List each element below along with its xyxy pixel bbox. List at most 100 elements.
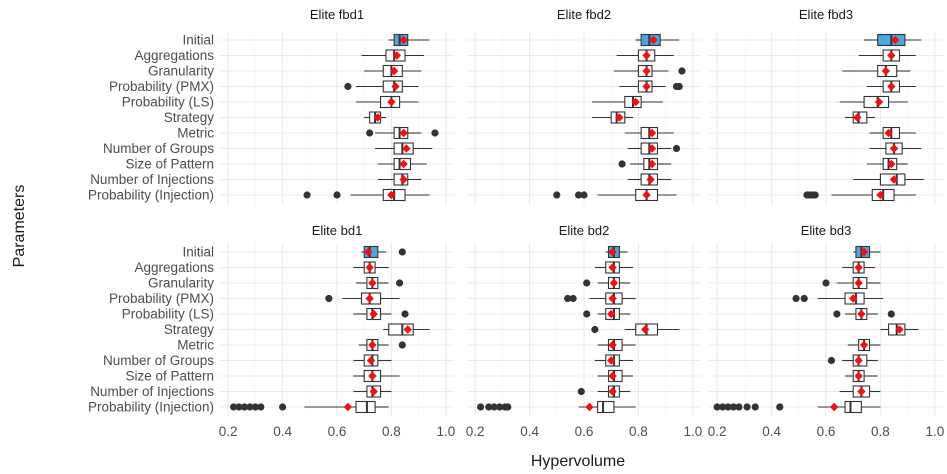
box-granularity xyxy=(842,64,911,78)
box-granularity xyxy=(356,276,404,290)
outlier-point xyxy=(496,403,504,411)
box-probability-injection xyxy=(713,400,881,414)
outlier-point xyxy=(827,356,836,365)
outlier-point xyxy=(583,279,591,287)
y-tick-label: Granularity xyxy=(148,276,214,291)
box-metric xyxy=(869,126,916,140)
outlier-point xyxy=(395,279,404,287)
outlier-point xyxy=(251,403,259,411)
y-tick-label: Granularity xyxy=(148,64,214,79)
mean-marker xyxy=(887,82,896,91)
x-tick-label: 1.0 xyxy=(925,424,944,439)
box-probability-injection xyxy=(803,188,916,202)
x-tick-label: 0.2 xyxy=(219,424,238,439)
box-probability-pmx xyxy=(619,80,683,93)
x-tick-label: 0.4 xyxy=(273,424,292,439)
y-tick-label: Probability (Injection) xyxy=(88,400,214,415)
box-aggregations xyxy=(616,49,674,62)
outlier-point xyxy=(333,191,341,199)
y-tick-label: Aggregations xyxy=(134,48,214,63)
box-probability-injection xyxy=(477,400,636,414)
panel-6: Elite bd3 xyxy=(709,223,943,417)
box-granularity xyxy=(613,64,686,78)
outlier-point xyxy=(278,403,287,411)
box-aggregations xyxy=(353,261,389,274)
mean-marker xyxy=(368,340,377,350)
y-tick-label: Aggregations xyxy=(134,260,214,275)
outlier-point xyxy=(591,325,599,334)
outlier-point xyxy=(735,403,743,411)
box-aggregations xyxy=(594,261,633,274)
box-probability-injection xyxy=(230,400,389,414)
mean-marker xyxy=(642,190,651,200)
box-number-of-injections xyxy=(377,173,422,186)
mean-marker xyxy=(647,128,657,138)
mean-marker xyxy=(608,294,617,303)
mean-marker xyxy=(403,325,412,334)
mean-marker xyxy=(854,356,863,365)
box-strategy xyxy=(364,111,386,124)
outlier-point xyxy=(246,403,254,411)
mean-marker xyxy=(829,402,839,412)
outlier-point xyxy=(504,403,512,411)
box-probability-pmx xyxy=(866,80,916,93)
x-tick-label: 0.8 xyxy=(871,424,890,439)
x-tick-label: 0.2 xyxy=(466,424,485,439)
mean-marker xyxy=(854,278,863,288)
outlier-point xyxy=(583,310,591,318)
box-probability-ls xyxy=(833,307,895,321)
box-size-of-pattern xyxy=(353,369,400,383)
mean-marker xyxy=(881,66,891,76)
outlier-point xyxy=(431,129,439,137)
x-tick-label: 0.4 xyxy=(762,424,781,439)
box-metric xyxy=(366,126,439,140)
mean-marker xyxy=(876,190,885,200)
mean-marker xyxy=(608,263,617,272)
box-number-of-groups xyxy=(594,354,633,367)
box-metric xyxy=(597,338,636,352)
mean-marker xyxy=(608,340,617,350)
box-number-of-injections xyxy=(853,173,924,186)
y-tick-label: Probability (Injection) xyxy=(88,188,214,203)
box-initial xyxy=(853,245,881,259)
mean-marker xyxy=(642,51,651,60)
box-probability-pmx xyxy=(325,292,400,305)
box-aggregations xyxy=(361,49,425,62)
box-initial xyxy=(864,33,922,47)
mean-marker xyxy=(889,175,899,184)
mean-marker xyxy=(646,175,655,184)
y-tick-label: Size of Pattern xyxy=(125,157,214,172)
y-tick-label: Metric xyxy=(177,126,214,141)
box-iqr xyxy=(388,323,414,336)
outlier-point xyxy=(713,403,721,411)
box-probability-injection xyxy=(553,188,677,202)
outlier-point xyxy=(887,310,895,318)
box-number-of-groups xyxy=(869,142,922,155)
mean-marker xyxy=(389,66,399,76)
outlier-point xyxy=(743,403,751,411)
y-tick-label: Number of Groups xyxy=(103,353,214,368)
mean-marker xyxy=(387,190,396,200)
mean-marker xyxy=(857,309,866,319)
outlier-point xyxy=(303,191,311,199)
panel-title: Elite fbd2 xyxy=(557,7,611,22)
mean-marker xyxy=(364,247,373,257)
x-tick-labels: 0.2 0.4 0.6 0.8 1.0 0.2 0.4 0.6 0.8 1.0 0.2 0.4 0.6 0… xyxy=(219,424,944,439)
panel-title: Elite fbd1 xyxy=(310,7,364,22)
panel-title: Elite bd3 xyxy=(801,223,852,238)
outlier-point xyxy=(751,403,759,411)
y-tick-label: Metric xyxy=(177,338,214,353)
box-size-of-pattern xyxy=(377,157,427,171)
x-tick-label: 0.6 xyxy=(328,424,347,439)
box-probability-ls xyxy=(356,95,419,109)
mean-marker xyxy=(373,113,383,122)
outlier-point xyxy=(618,160,626,168)
outlier-point xyxy=(401,310,409,318)
outlier-point xyxy=(490,403,498,411)
box-strategy xyxy=(845,111,875,124)
y-tick-label: Size of Pattern xyxy=(125,369,214,384)
y-tick-label: Strategy xyxy=(164,110,215,125)
x-axis-title: Hypervolume xyxy=(531,453,625,470)
box-initial xyxy=(605,245,628,259)
